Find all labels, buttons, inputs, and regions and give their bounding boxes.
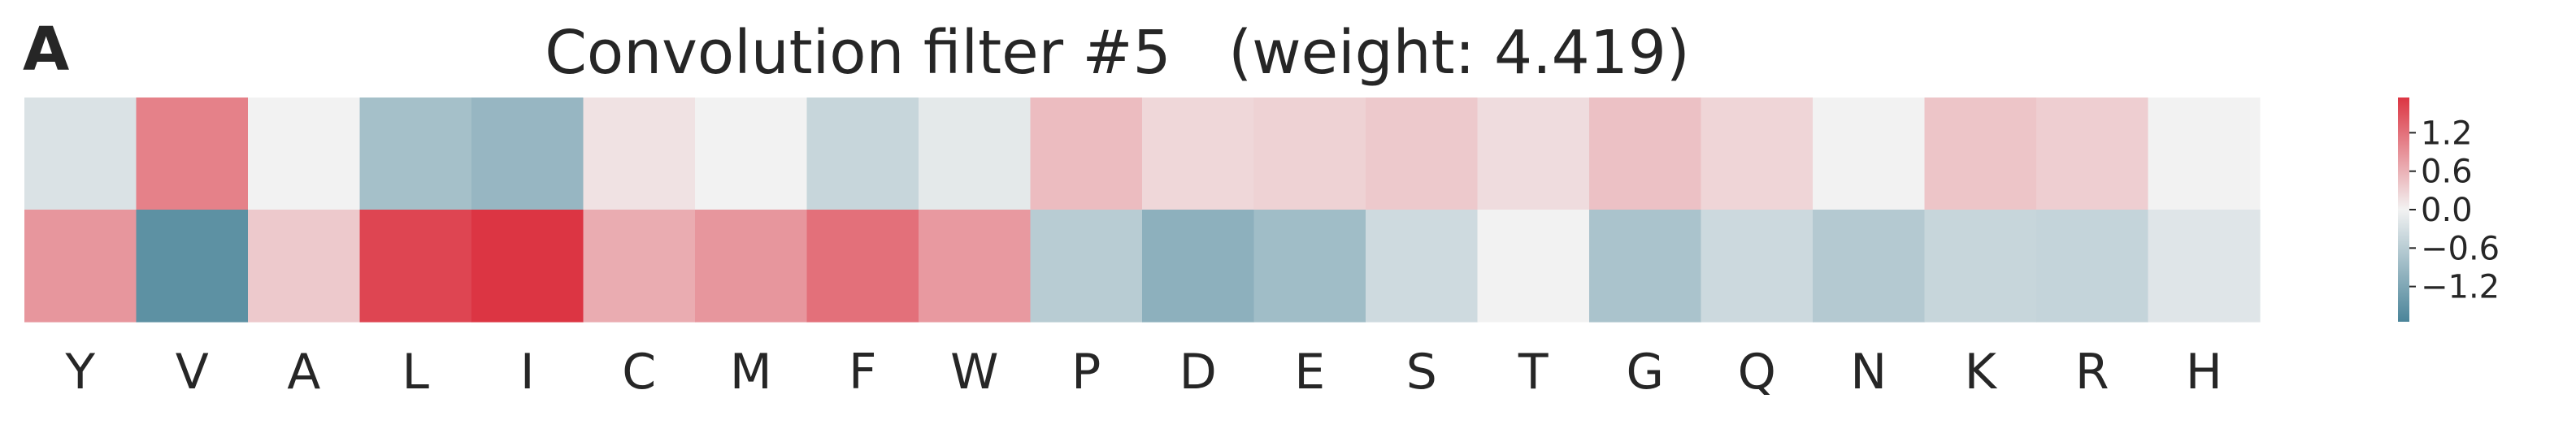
x-tick-label: W <box>950 344 998 401</box>
heatmap-cell-r1-E <box>1253 210 1366 323</box>
heatmap-cell-r1-D <box>1142 210 1255 323</box>
heatmap-cell-r0-H <box>2148 98 2261 210</box>
x-tick-label: I <box>520 344 535 401</box>
heatmap-cells <box>24 98 2261 323</box>
heatmap-cell-r1-H <box>2148 210 2261 323</box>
colorbar: 1.20.60.0−0.6−1.2 <box>2398 98 2500 322</box>
x-tick-label: M <box>730 344 772 401</box>
heatmap-cell-r0-I <box>471 98 584 210</box>
colorbar-tick-label: 1.2 <box>2421 115 2473 152</box>
x-tick-label: K <box>1965 344 1998 401</box>
x-tick-label: N <box>1850 344 1887 401</box>
heatmap-cell-r1-G <box>1589 210 1702 323</box>
heatmap-cell-r0-F <box>806 98 919 210</box>
x-tick-label: D <box>1179 344 1217 401</box>
heatmap-cell-r1-V <box>136 210 249 323</box>
colorbar-gradient <box>2398 98 2409 322</box>
x-tick-label: F <box>849 344 877 401</box>
heatmap-cell-r1-Q <box>1701 210 1814 323</box>
heatmap-cell-r0-P <box>1030 98 1143 210</box>
heatmap-cell-r1-T <box>1477 210 1590 323</box>
heatmap-cell-r1-I <box>471 210 584 323</box>
x-tick-label: G <box>1627 344 1665 401</box>
x-tick-label: Q <box>1738 344 1776 401</box>
heatmap-cell-r1-R <box>2036 210 2149 323</box>
heatmap-cell-r0-Y <box>24 98 137 210</box>
heatmap-cell-r0-W <box>919 98 1032 210</box>
heatmap-cell-r1-F <box>806 210 919 323</box>
heatmap-cell-r0-N <box>1813 98 1926 210</box>
x-tick-label: A <box>287 344 320 401</box>
colorbar-tick-label: −0.6 <box>2421 230 2500 267</box>
heatmap-cell-r0-R <box>2036 98 2149 210</box>
heatmap-cell-r0-V <box>136 98 249 210</box>
x-tick-label: P <box>1071 344 1101 401</box>
heatmap-cell-r1-K <box>1924 210 2037 323</box>
heatmap-cell-r1-M <box>695 210 808 323</box>
heatmap-cell-r0-E <box>1253 98 1366 210</box>
heatmap-cell-r1-S <box>1366 210 1479 323</box>
colorbar-tick-label: 0.6 <box>2421 154 2473 191</box>
heatmap-cell-r0-T <box>1477 98 1590 210</box>
x-tick-label: E <box>1294 344 1325 401</box>
x-tick-label: T <box>1518 344 1549 401</box>
heatmap-cell-r1-N <box>1813 210 1926 323</box>
heatmap-cell-r0-M <box>695 98 808 210</box>
chart-title: Convolution filter #5 (weight: 4.419) <box>545 18 1690 88</box>
colorbar-tick-label: −1.2 <box>2421 269 2500 306</box>
panel-label: A <box>23 15 70 84</box>
heatmap-cell-r1-C <box>583 210 696 323</box>
x-tick-label: L <box>402 344 430 401</box>
colorbar-tick-label: 0.0 <box>2421 192 2473 229</box>
heatmap-cell-r1-W <box>919 210 1032 323</box>
x-tick-label: Y <box>64 344 95 401</box>
heatmap-cell-r0-C <box>583 98 696 210</box>
heatmap-cell-r0-Q <box>1701 98 1814 210</box>
heatmap-cell-r0-S <box>1366 98 1479 210</box>
heatmap-cell-r1-P <box>1030 210 1143 323</box>
heatmap-cell-r0-A <box>248 98 361 210</box>
x-tick-label: V <box>176 344 209 401</box>
heatmap-cell-r1-L <box>359 210 472 323</box>
x-tick-label: C <box>622 344 656 401</box>
x-tick-label: H <box>2186 344 2222 401</box>
x-tick-label: R <box>2075 344 2109 401</box>
heatmap-cell-r0-L <box>359 98 472 210</box>
heatmap-cell-r1-A <box>248 210 361 323</box>
heatmap-cell-r0-D <box>1142 98 1255 210</box>
heatmap-cell-r0-K <box>1924 98 2037 210</box>
heatmap-cell-r1-Y <box>24 210 137 323</box>
heatmap-cell-r0-G <box>1589 98 1702 210</box>
x-tick-label: S <box>1406 344 1437 401</box>
